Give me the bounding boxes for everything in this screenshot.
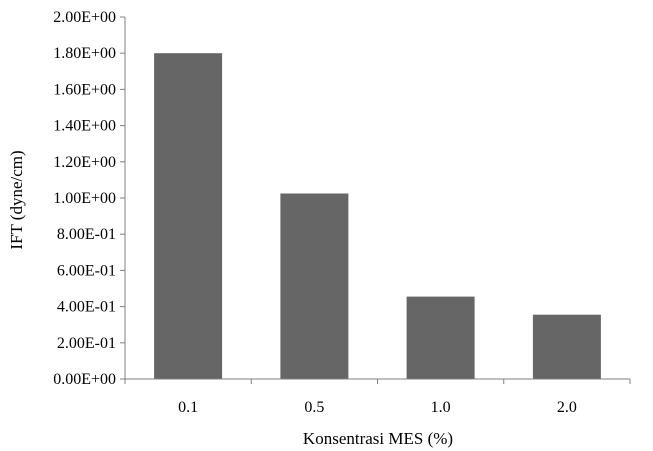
- x-axis-title: Konsentrasi MES (%): [303, 429, 453, 448]
- y-tick-label: 0.00E+00: [53, 371, 116, 388]
- bar-1.0: [406, 296, 475, 379]
- y-tick-label: 8.00E-01: [57, 226, 116, 243]
- x-tick-label: 0.1: [178, 399, 198, 416]
- x-tick-label: 0.5: [304, 399, 324, 416]
- bar-0.1: [154, 53, 223, 379]
- bar-0.5: [280, 193, 349, 379]
- y-tick-label: 1.20E+00: [53, 154, 116, 171]
- x-axis-ticks: 0.1 0.5 1.0 2.0: [124, 379, 631, 416]
- bar-2.0: [532, 314, 601, 379]
- y-tick-label: 1.60E+00: [53, 81, 116, 98]
- y-axis-ticks: 0.00E+00 2.00E-01 4.00E-01 6.00E-01 8.00E-01…: [53, 9, 125, 388]
- y-axis-title: IFT (dyne/cm): [7, 150, 26, 249]
- y-tick-label: 2.00E-01: [57, 335, 116, 352]
- y-tick-label: 4.00E-01: [57, 299, 116, 316]
- x-tick-label: 1.0: [431, 399, 451, 416]
- y-tick-label: 1.00E+00: [53, 190, 116, 207]
- y-tick-label: 2.00E+00: [53, 9, 116, 26]
- y-tick-label: 1.40E+00: [53, 118, 116, 135]
- bars-group: [154, 53, 601, 379]
- x-tick-label: 2.0: [557, 399, 577, 416]
- y-tick-label: 1.80E+00: [53, 45, 116, 62]
- y-tick-label: 6.00E-01: [57, 262, 116, 279]
